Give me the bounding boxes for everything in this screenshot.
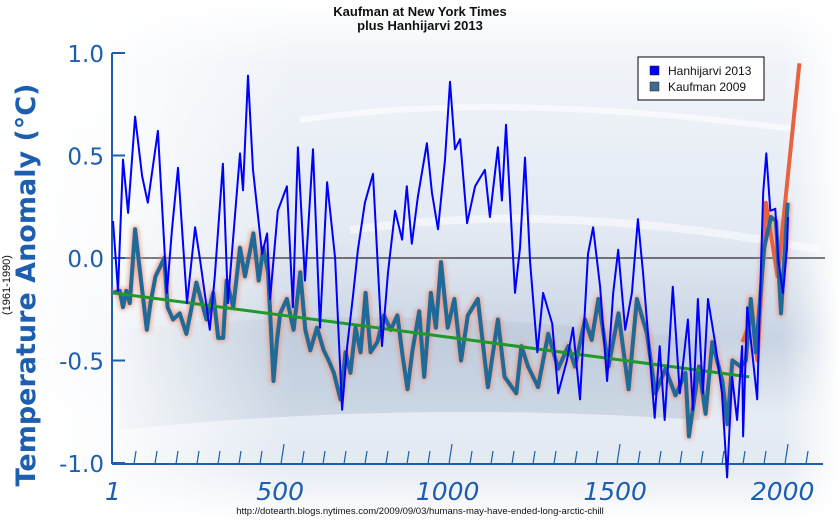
x-tick <box>532 450 536 465</box>
x-tick <box>448 443 453 465</box>
legend-label-kaufman: Kaufman 2009 <box>668 80 746 94</box>
legend-swatch-kaufman <box>649 81 660 92</box>
trend-line <box>112 291 750 379</box>
x-tick <box>469 450 473 465</box>
chart-subtitle: plus Hanhijarvi 2013 <box>357 18 483 33</box>
x-tick <box>301 450 305 465</box>
x-tick <box>553 450 557 465</box>
x-tick-label: 2000 <box>751 477 815 506</box>
x-tick <box>238 450 242 465</box>
x-tick <box>259 450 263 465</box>
x-tick <box>721 450 725 465</box>
chart-title: Kaufman at New York Times <box>333 4 506 19</box>
x-tick-label: 500 <box>256 477 304 506</box>
x-tick <box>406 450 410 465</box>
legend-swatch-hanhijarvi <box>649 65 660 76</box>
x-tick-label: 1 <box>105 477 121 506</box>
x-tick <box>175 450 179 465</box>
x-tick <box>196 450 200 465</box>
x-tick <box>154 450 158 465</box>
y-tick-label: -0.5 <box>59 350 104 376</box>
x-tick <box>280 443 285 465</box>
x-tick <box>217 450 221 465</box>
x-tick <box>322 450 326 465</box>
y-tick-label: 1.0 <box>67 42 104 68</box>
x-tick <box>763 450 767 465</box>
x-tick <box>637 450 641 465</box>
legend: Hanhijarvi 2013 Kaufman 2009 <box>637 56 765 101</box>
y-axis-label: Temperature Anomaly (°C) <box>11 84 42 487</box>
x-tick <box>679 450 683 465</box>
y-tick-label: -1.0 <box>59 452 104 478</box>
x-tick <box>574 450 578 465</box>
x-tick <box>364 450 368 465</box>
x-tick <box>784 443 789 465</box>
hanhijarvi-2013-series-line <box>112 74 789 479</box>
y-tick-label: 0.5 <box>67 145 104 171</box>
x-tick-label: 1500 <box>583 477 647 506</box>
x-tick <box>133 450 137 465</box>
x-tick <box>700 450 704 465</box>
y-tick-label: 0.0 <box>67 247 104 273</box>
x-tick <box>385 450 389 465</box>
x-tick <box>616 443 621 465</box>
x-tick <box>490 450 494 465</box>
x-tick <box>742 450 746 465</box>
x-tick <box>805 450 809 465</box>
legend-label-hanhijarvi: Hanhijarvi 2013 <box>668 64 752 78</box>
x-tick <box>511 450 515 465</box>
x-tick <box>658 450 662 465</box>
x-tick <box>343 450 347 465</box>
y-axis-sublabel: (1961-1990) <box>1 255 13 315</box>
x-tick <box>595 450 599 465</box>
source-url: http://dotearth.blogs.nytimes.com/2009/0… <box>236 506 604 517</box>
x-tick-label: 1000 <box>416 477 480 506</box>
x-tick <box>427 450 431 465</box>
